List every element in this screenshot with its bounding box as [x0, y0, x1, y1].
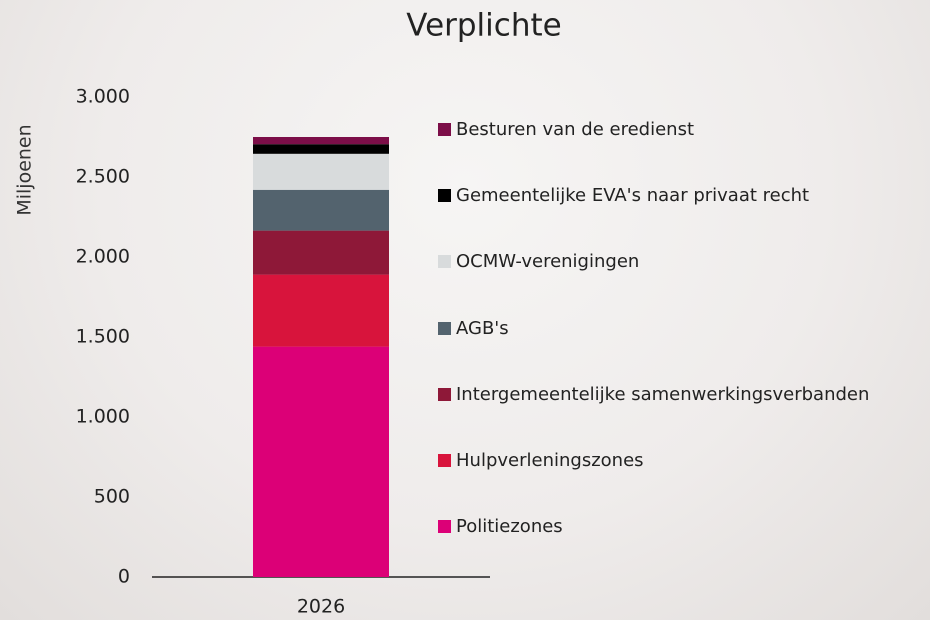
bar-segment: [253, 230, 389, 275]
y-tick-label: 2.500: [76, 166, 130, 188]
legend-label: Gemeentelijke EVA's naar privaat recht: [456, 185, 810, 207]
legend-item: Hulpverleningszones: [438, 448, 918, 474]
y-tick-label: 0: [118, 566, 130, 588]
y-tick-label: 3.000: [76, 86, 130, 108]
legend-item: OCMW-verenigingen: [438, 249, 918, 275]
bar-segment: [253, 189, 389, 231]
y-axis-label: Miljoenen: [14, 124, 36, 215]
legend-swatch: [438, 321, 451, 335]
chart-title: Verplichte: [406, 8, 561, 44]
bar-segment: [253, 137, 389, 145]
legend-swatch: [438, 123, 451, 136]
y-tick-label: 2.000: [76, 246, 130, 268]
legend-swatch: [438, 189, 451, 203]
legend-swatch: [438, 454, 451, 467]
bar-segment: [253, 153, 389, 190]
legend-label: Politiezones: [456, 516, 563, 538]
legend-item: Gemeentelijke EVA's naar privaat recht: [438, 183, 918, 209]
legend-swatch: [438, 255, 451, 269]
legend-item: Intergemeentelijke samenwerkingsverbande…: [438, 382, 918, 408]
y-tick-label: 1.500: [76, 326, 130, 348]
bar-segment: [253, 274, 389, 347]
legend-label: Besturen van de eredienst: [456, 119, 695, 140]
bar-segment: [253, 144, 389, 154]
legend-label: Intergemeentelijke samenwerkingsverbande…: [456, 383, 870, 405]
legend-label: Hulpverleningszones: [456, 450, 644, 471]
legend-swatch: [438, 387, 451, 401]
bar-segment: [253, 346, 389, 577]
legend-item: Besturen van de eredienst: [438, 117, 918, 143]
legend-label: AGB's: [456, 317, 509, 339]
legend-item: AGB's: [438, 316, 918, 342]
legend-item: Politiezones: [438, 514, 918, 540]
x-tick-label: 2026: [297, 596, 345, 618]
legend-swatch: [438, 520, 451, 534]
legend-label: OCMW-verenigingen: [456, 251, 640, 273]
y-tick-label: 1.000: [76, 406, 130, 428]
y-tick-label: 500: [94, 486, 130, 508]
